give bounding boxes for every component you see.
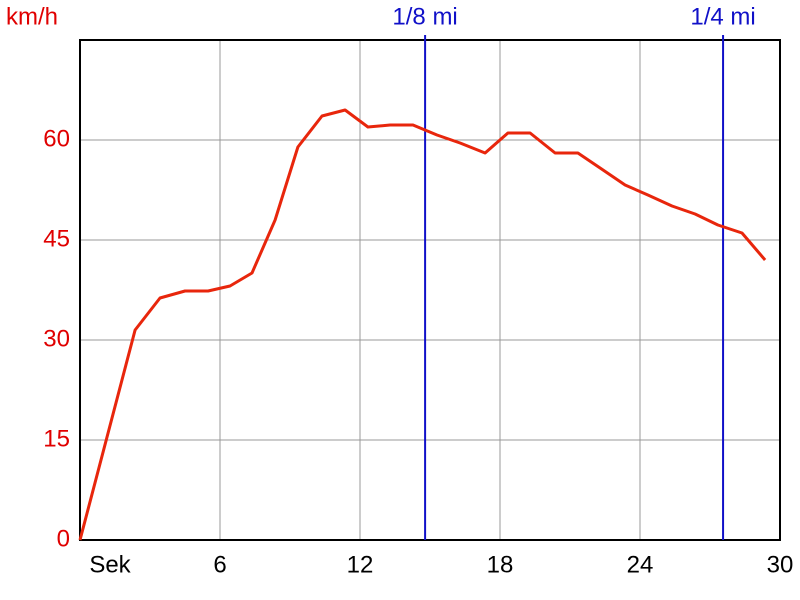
plot-frame <box>79 39 781 541</box>
y-tick-label: 45 <box>43 225 70 252</box>
speed-line <box>78 108 767 541</box>
y-tick-label: 30 <box>43 325 70 352</box>
x-tick-label: 24 <box>627 551 654 578</box>
y-tick-label: 15 <box>43 425 70 452</box>
distance-marker-label: 1/8 mi <box>392 3 457 30</box>
x-tick-label: 18 <box>487 551 514 578</box>
x-tick-label: Sek <box>89 551 131 578</box>
y-tick-label: 60 <box>43 125 70 152</box>
x-tick-label: 12 <box>347 551 374 578</box>
x-tick-label: 6 <box>213 551 226 578</box>
y-axis-label: km/h <box>6 3 58 30</box>
y-tick-label: 0 <box>57 525 70 552</box>
distance-marker-label: 1/4 mi <box>690 3 755 30</box>
x-tick-label: 30 <box>767 551 794 578</box>
